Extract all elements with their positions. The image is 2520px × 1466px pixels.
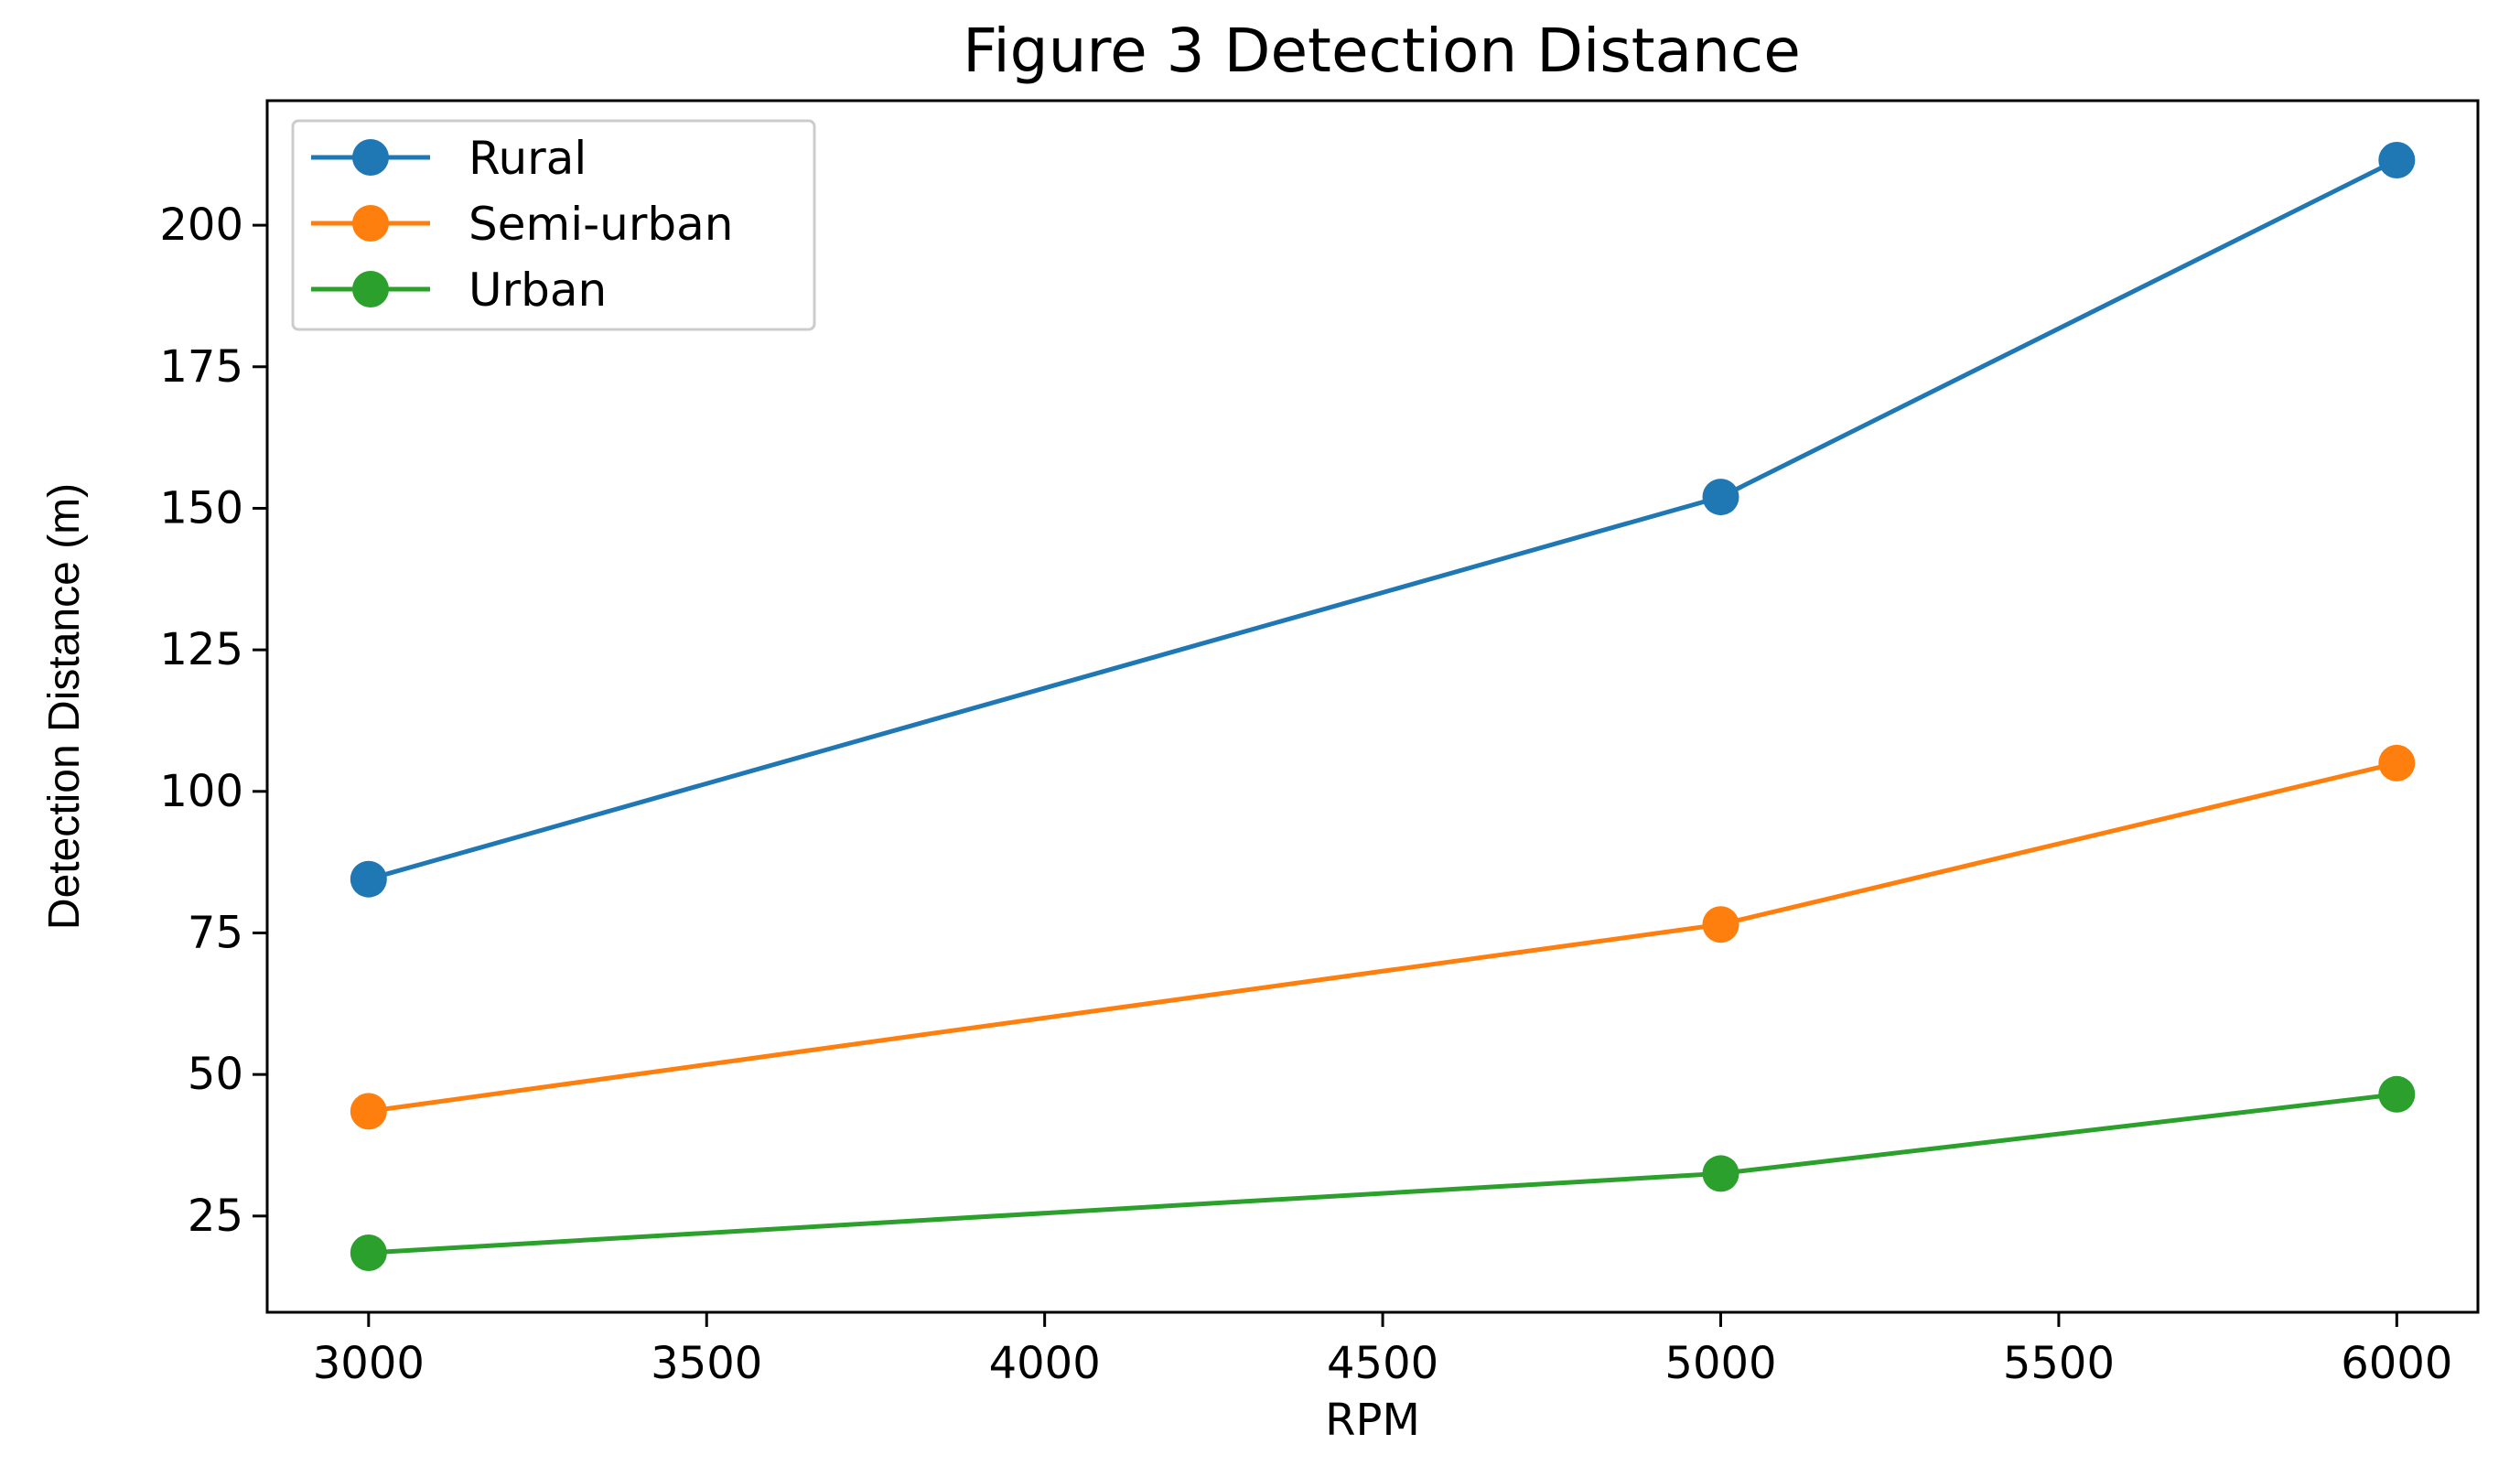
y-tick-label: 125	[159, 624, 243, 675]
legend-items: Rural Semi-urban Urban	[311, 132, 733, 317]
legend-label-semi-urban: Semi-urban	[468, 198, 733, 251]
y-tick-label: 50	[188, 1049, 243, 1100]
y-tick-label: 175	[159, 341, 243, 393]
data-point-rural	[1702, 479, 1739, 516]
y-tick-label: 100	[159, 766, 243, 817]
legend-box	[291, 119, 816, 331]
x-tick-label: 3500	[651, 1338, 762, 1389]
legend-marker-semi-urban	[352, 205, 389, 242]
data-point-rural	[350, 860, 387, 898]
data-point-semi-urban	[350, 1093, 387, 1130]
x-tick-label: 5500	[2003, 1338, 2115, 1389]
data-point-urban	[2378, 1075, 2416, 1113]
series-layer	[350, 141, 2416, 1272]
y-tick-label: 150	[159, 482, 243, 534]
legend-label-rural: Rural	[468, 132, 587, 185]
x-tick-label: 6000	[2341, 1338, 2452, 1389]
x-tick-label: 4500	[1327, 1338, 1438, 1389]
data-point-rural	[2378, 141, 2416, 178]
y-tick-label: 200	[159, 199, 243, 251]
y-axis: 25 50 75 100 125 150 175 200	[159, 199, 267, 1242]
y-axis-label: Detection Distance (m)	[40, 483, 89, 930]
legend: Rural Semi-urban Urban	[291, 119, 816, 331]
x-tick-label: 5000	[1664, 1338, 1776, 1389]
y-tick-label: 75	[188, 907, 243, 958]
y-tick-label: 25	[188, 1191, 243, 1242]
chart-title: Figure 3 Detection Distance	[963, 16, 1801, 86]
x-tick-label: 4000	[989, 1338, 1101, 1389]
x-axis: 3000 3500 4000 4500 5000 5500 6000	[313, 1312, 2452, 1389]
data-point-urban	[350, 1234, 387, 1272]
legend-marker-rural	[352, 139, 389, 176]
data-point-semi-urban	[1702, 906, 1739, 943]
x-tick-label: 3000	[313, 1338, 425, 1389]
legend-label-urban: Urban	[468, 264, 607, 317]
data-point-semi-urban	[2378, 744, 2416, 782]
x-axis-label: RPM	[1325, 1395, 1420, 1446]
data-point-urban	[1702, 1155, 1739, 1192]
legend-marker-urban	[352, 271, 389, 307]
